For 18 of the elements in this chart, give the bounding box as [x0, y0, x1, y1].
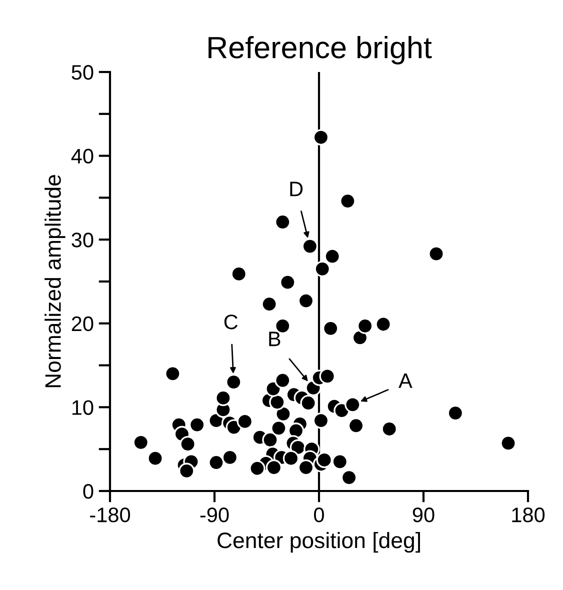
- y-tick-label: 50: [72, 65, 94, 80]
- annotation: B: [269, 332, 280, 346]
- y-tick-label: 10: [72, 400, 94, 415]
- y-tick-label: 30: [72, 232, 94, 248]
- x-axis-title: Center position [deg]: [218, 532, 420, 553]
- y-axis-title: Normalized amplitude: [44, 175, 66, 388]
- x-tick-label: 90: [412, 508, 434, 522]
- chart-title: Reference bright: [208, 36, 432, 64]
- x-tick-label: 0: [314, 508, 324, 522]
- annotation: D: [290, 182, 303, 196]
- x-tick-label: -90: [200, 508, 229, 522]
- y-tick-label: 0: [83, 484, 94, 499]
- x-tick-label: 180: [512, 508, 545, 522]
- y-tick-label: 20: [72, 316, 94, 332]
- annotation: A: [398, 374, 412, 388]
- annotation: C: [224, 314, 238, 330]
- y-tick-label: 40: [71, 148, 94, 164]
- x-tick-label: -180: [90, 508, 130, 522]
